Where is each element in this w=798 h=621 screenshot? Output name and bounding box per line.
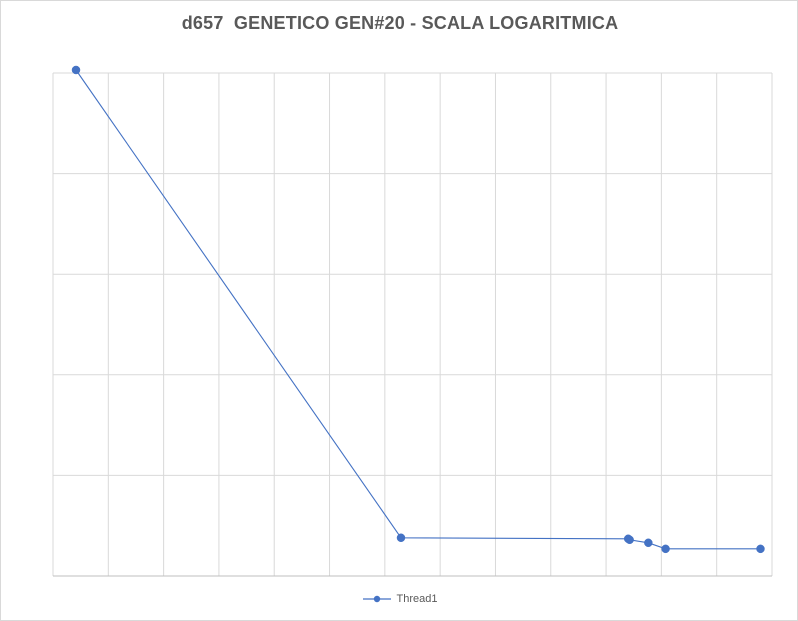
data-point-thread1: [644, 538, 653, 548]
legend-swatch-thread1: [362, 595, 391, 603]
data-point-thread1: [625, 535, 634, 545]
data-point-thread1: [756, 544, 765, 554]
legend-label-thread1: Thread1: [396, 593, 438, 605]
data-point-thread1: [71, 65, 81, 75]
data-point-thread1: [396, 533, 406, 543]
series-line-thread1: [75, 69, 761, 550]
legend: Thread1: [1, 593, 797, 605]
data-point-thread1: [661, 544, 670, 554]
chart-title: d657 GENETICO GEN#20 - SCALA LOGARITMICA: [181, 13, 619, 33]
